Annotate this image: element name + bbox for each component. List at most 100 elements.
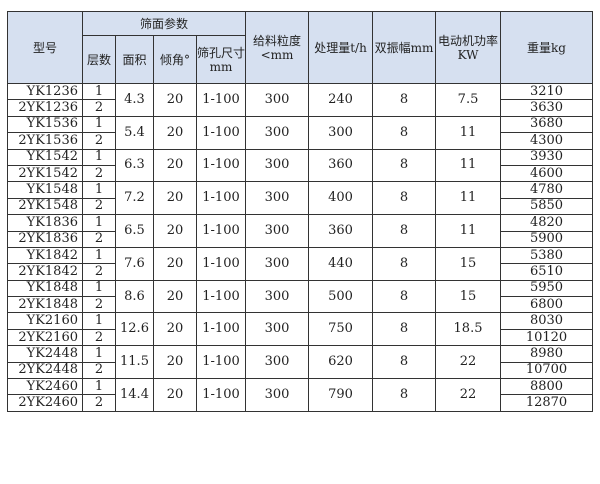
model-cell: YK1536	[7, 115, 83, 134]
motor-power-cell: 11	[435, 148, 502, 183]
table-row: YK1836 1 6.5 20 1-100 300 360 8 11 4820	[7, 214, 594, 248]
amplitude-cell: 8	[372, 148, 437, 183]
capacity-cell: 620	[308, 345, 374, 380]
layers-cell: 1	[82, 279, 116, 298]
table-row: YK1542 1 6.3 20 1-100 300 360 8 11 3930	[7, 148, 594, 183]
angle-cell: 20	[153, 378, 197, 412]
weight-cell: 4820	[500, 214, 594, 232]
area-cell: 7.2	[115, 181, 154, 216]
amplitude-cell: 8	[372, 83, 437, 117]
header-angle: 倾角°	[153, 35, 197, 84]
model-cell: YK2460	[7, 378, 83, 396]
area-cell: 4.3	[115, 83, 154, 117]
motor-power-cell: 7.5	[435, 83, 502, 117]
area-cell: 12.6	[115, 312, 154, 347]
area-cell: 5.4	[115, 115, 154, 150]
area-cell: 14.4	[115, 378, 154, 412]
weight-cell: 8030	[500, 312, 594, 330]
table-row: YK1842 1 7.6 20 1-100 300 440 8 15 5380	[7, 246, 594, 281]
model-cell: 2YK2460	[7, 394, 83, 412]
angle-cell: 20	[153, 345, 197, 380]
header-layers: 层数	[82, 35, 116, 84]
feed-size-cell: 300	[245, 181, 310, 216]
layers-cell: 2	[82, 230, 116, 248]
angle-cell: 20	[153, 148, 197, 183]
layers-cell: 1	[82, 246, 116, 265]
layers-cell: 1	[82, 82, 116, 101]
angle-cell: 20	[153, 214, 197, 248]
amplitude-cell: 8	[372, 279, 437, 314]
model-cell: YK1236	[7, 82, 83, 101]
angle-cell: 20	[153, 312, 197, 347]
aperture-cell: 1-100	[195, 378, 247, 412]
weight-cell: 5850	[500, 197, 594, 216]
area-cell: 7.6	[115, 246, 154, 281]
angle-cell: 20	[153, 279, 197, 314]
weight-cell: 4600	[500, 164, 594, 183]
amplitude-cell: 8	[372, 378, 437, 412]
aperture-cell: 1-100	[195, 214, 247, 248]
angle-cell: 20	[153, 115, 197, 150]
feed-size-cell: 300	[245, 83, 310, 117]
area-cell: 6.5	[115, 214, 154, 248]
weight-cell: 6800	[500, 296, 594, 314]
layers-cell: 2	[82, 197, 116, 216]
table-row: 2YK2448 2 10700	[7, 361, 594, 380]
feed-size-cell: 300	[245, 115, 310, 150]
model-cell: 2YK1842	[7, 263, 83, 281]
model-cell: YK1548	[7, 181, 83, 199]
capacity-cell: 300	[308, 115, 374, 150]
layers-cell: 1	[82, 378, 116, 396]
motor-power-cell: 18.5	[435, 312, 502, 347]
motor-power-cell: 11	[435, 214, 502, 248]
angle-cell: 20	[153, 246, 197, 281]
model-cell: 2YK1548	[7, 197, 83, 216]
amplitude-cell: 8	[372, 115, 437, 150]
area-cell: 6.3	[115, 148, 154, 183]
amplitude-cell: 8	[372, 181, 437, 216]
model-cell: 2YK1536	[7, 132, 83, 150]
aperture-cell: 1-100	[195, 83, 247, 117]
layers-cell: 2	[82, 328, 116, 347]
table-row: YK1548 1 7.2 20 1-100 300 400 8 11 4780	[7, 181, 594, 216]
header-aperture: 筛孔尺寸mm	[195, 35, 247, 84]
table-row: YK2460 1 14.4 20 1-100 300 790 8 22 8800	[7, 378, 594, 412]
aperture-cell: 1-100	[195, 246, 247, 281]
weight-cell: 12870	[500, 394, 594, 412]
model-cell: YK1836	[7, 214, 83, 232]
motor-power-cell: 22	[435, 378, 502, 412]
header-area: 面积	[115, 35, 154, 84]
weight-cell: 4780	[500, 181, 594, 199]
motor-power-cell: 11	[435, 115, 502, 150]
layers-cell: 2	[82, 361, 116, 380]
weight-cell: 8980	[500, 345, 594, 363]
table-row: YK2448 1 11.5 20 1-100 300 620 8 22 8980	[7, 345, 594, 380]
feed-size-cell: 300	[245, 279, 310, 314]
capacity-cell: 400	[308, 181, 374, 216]
model-cell: YK1842	[7, 246, 83, 265]
capacity-cell: 240	[308, 83, 374, 117]
amplitude-cell: 8	[372, 345, 437, 380]
capacity-cell: 440	[308, 246, 374, 281]
table-row: 2YK2160 2 10120	[7, 328, 594, 347]
model-cell: 2YK2160	[7, 328, 83, 347]
weight-cell: 3210	[500, 82, 594, 101]
amplitude-cell: 8	[372, 246, 437, 281]
weight-cell: 5900	[500, 230, 594, 248]
weight-cell: 8800	[500, 378, 594, 396]
spec-table: 型号 筛面参数 给料粒度<mm 处理量t/h 双振幅mm 电动机功率KW 重量k…	[7, 11, 594, 412]
layers-cell: 1	[82, 115, 116, 134]
model-cell: YK2448	[7, 345, 83, 363]
angle-cell: 20	[153, 83, 197, 117]
header-screen-params: 筛面参数	[81, 11, 247, 36]
feed-size-cell: 300	[245, 148, 310, 183]
layers-cell: 2	[82, 132, 116, 150]
layers-cell: 1	[82, 214, 116, 232]
amplitude-cell: 8	[372, 214, 437, 248]
layers-cell: 2	[82, 394, 116, 412]
table-row: 2YK2460 2 12870	[7, 394, 594, 412]
weight-cell: 5950	[500, 279, 594, 298]
weight-cell: 3630	[500, 99, 594, 117]
header-feed-size: 给料粒度<mm	[245, 11, 310, 84]
aperture-cell: 1-100	[195, 345, 247, 380]
